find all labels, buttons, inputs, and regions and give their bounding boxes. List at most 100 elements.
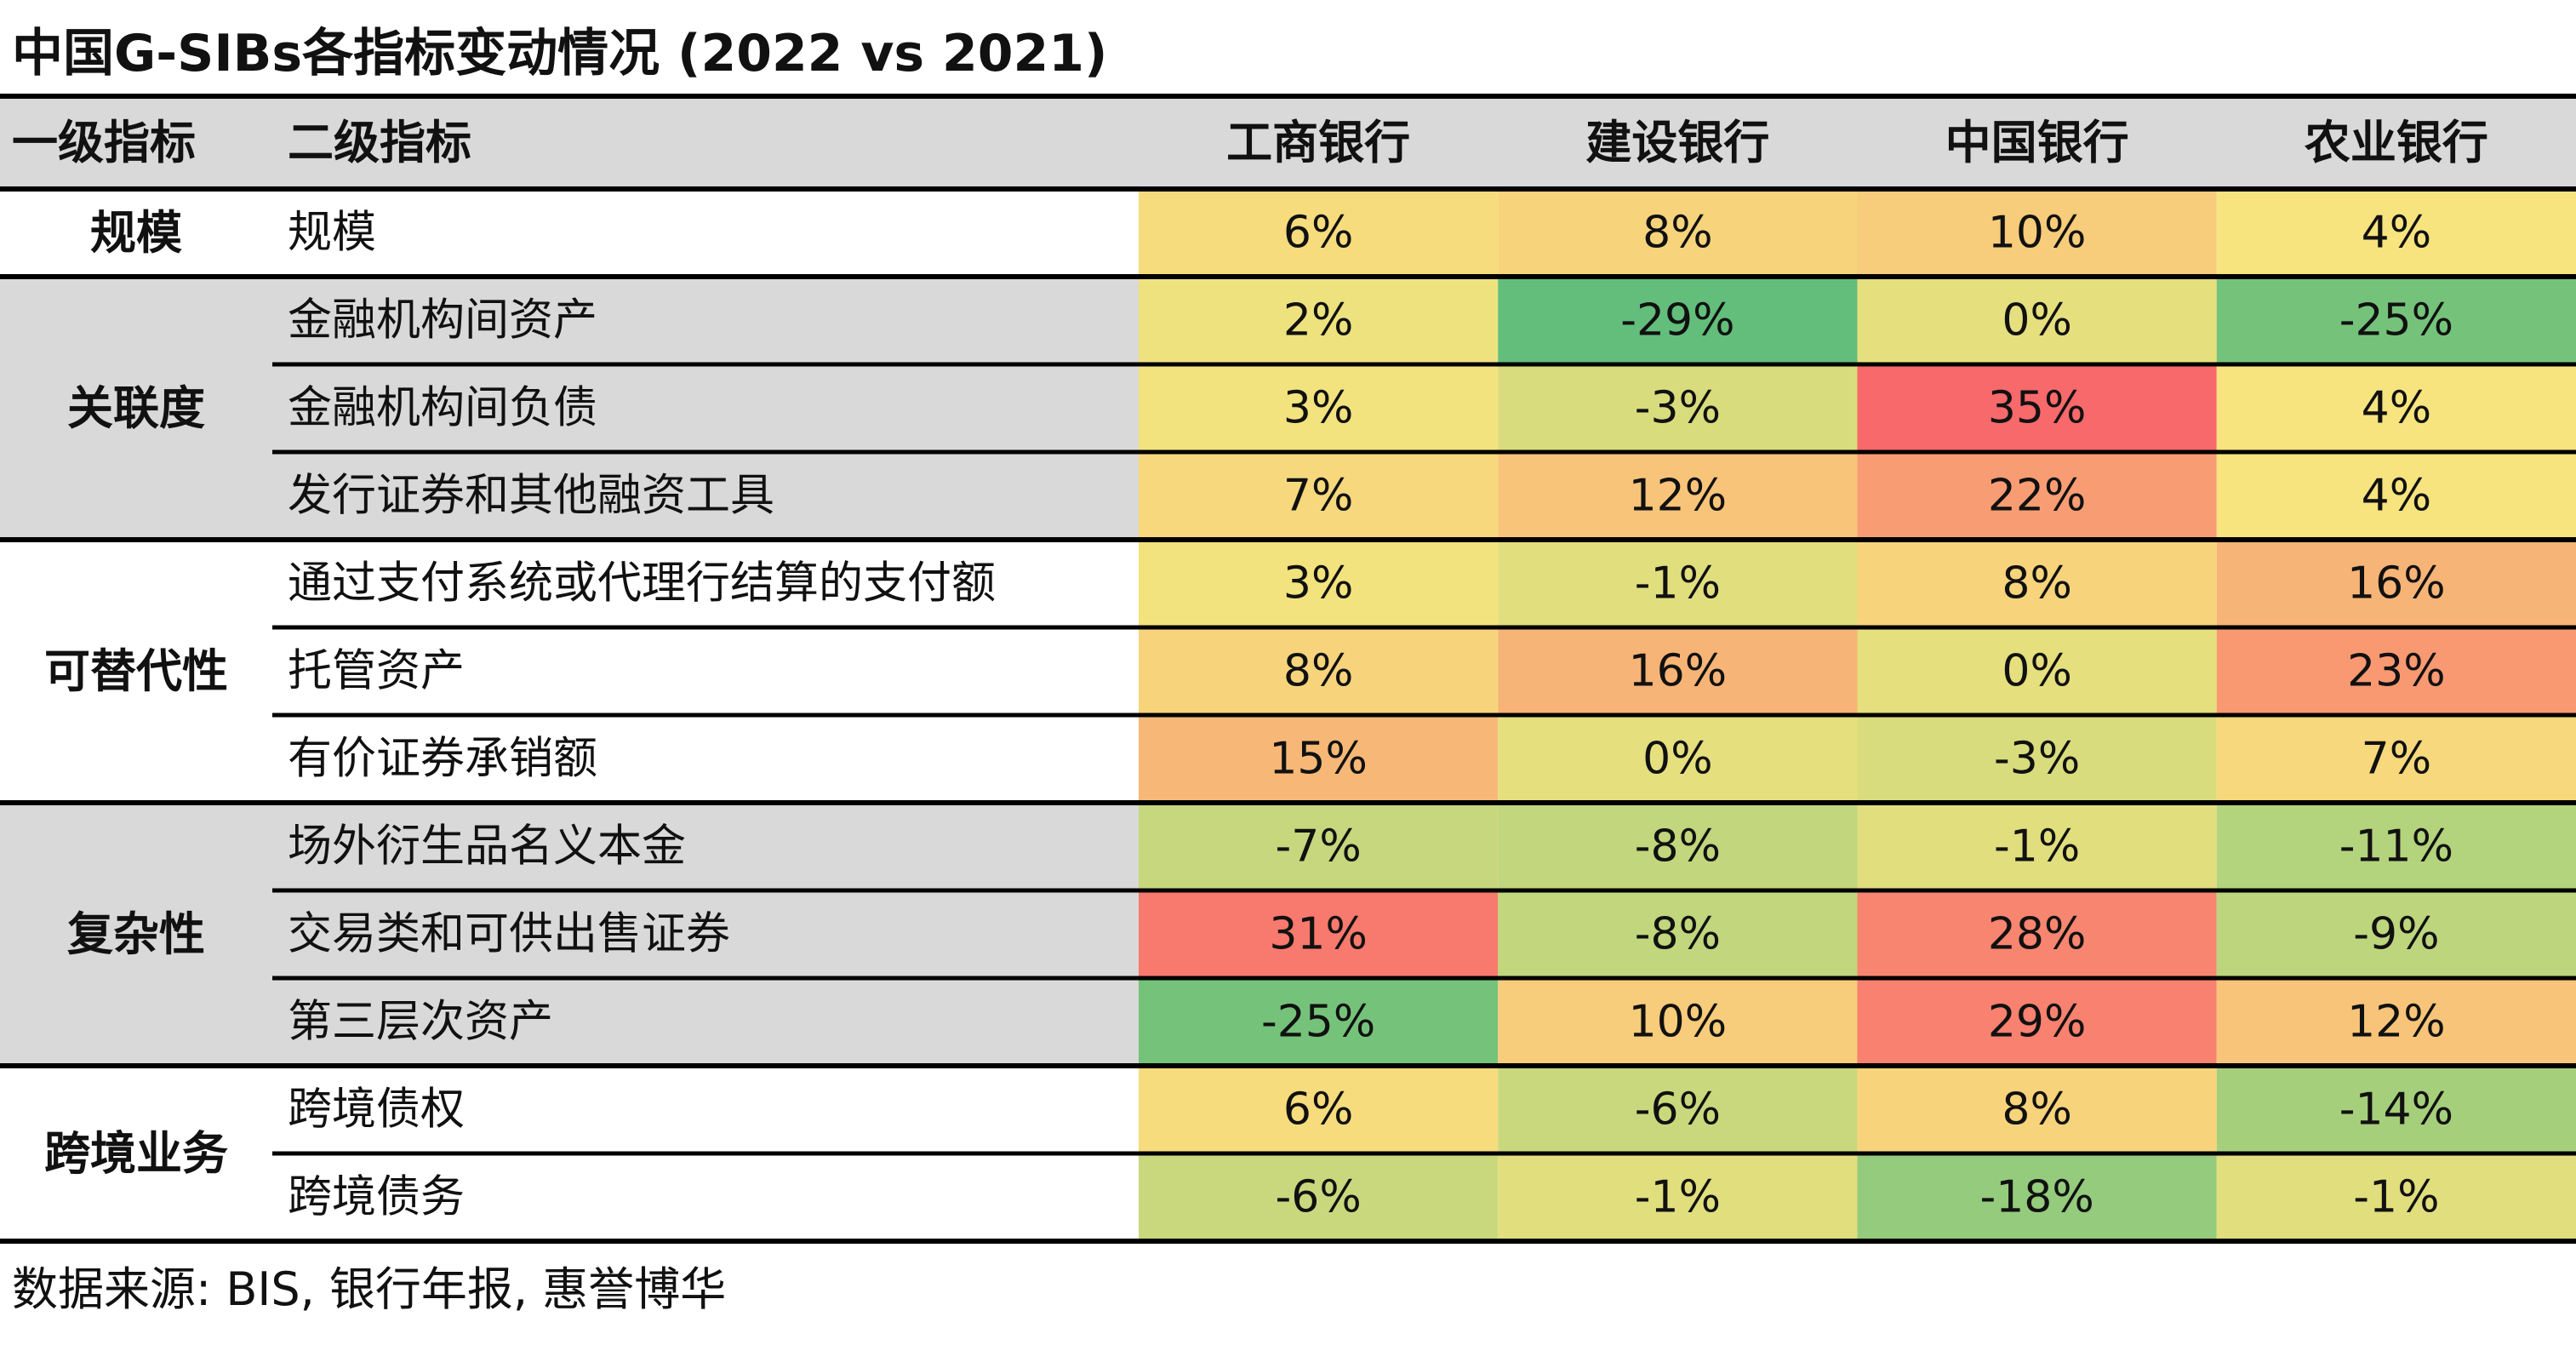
cell-value: 29%	[1988, 997, 2087, 1048]
indicator-label: 金融机构间资产	[288, 295, 597, 346]
cell-value: 35%	[1988, 383, 2087, 434]
cell-value: 3%	[1283, 383, 1354, 434]
cell-value: 7%	[2362, 734, 2432, 785]
heat-cell	[1139, 890, 1499, 978]
cell-value: -18%	[1979, 1172, 2093, 1223]
cell-value: -8%	[1635, 909, 1721, 960]
cell-value: 10%	[1988, 208, 2087, 259]
heat-cell	[1857, 540, 2217, 627]
source-note: 数据来源: BIS, 银行年报, 惠誉博华	[12, 1262, 727, 1316]
heat-cell	[1498, 452, 1858, 540]
heat-cell	[2216, 364, 2576, 452]
cell-value: -25%	[2339, 295, 2453, 346]
cell-value: -6%	[1275, 1172, 1361, 1223]
heat-cell	[1857, 364, 2217, 452]
heat-cell	[1498, 1153, 1858, 1241]
heat-cell	[2216, 540, 2576, 627]
cell-value: 22%	[1988, 471, 2087, 522]
group-background	[0, 277, 1139, 540]
heat-cell	[1498, 627, 1858, 715]
cell-value: 31%	[1269, 909, 1368, 960]
heat-cell	[1498, 1066, 1858, 1153]
cell-value: 28%	[1988, 909, 2087, 960]
heat-cell	[1498, 890, 1858, 978]
cell-value: 0%	[2002, 646, 2072, 697]
cell-value: 0%	[1642, 734, 1713, 785]
heat-cell	[2216, 890, 2576, 978]
cell-value: 2%	[1283, 295, 1354, 346]
cell-value: 4%	[2362, 208, 2432, 259]
indicator-label: 有价证券承销额	[288, 734, 597, 785]
cell-value: 3%	[1283, 558, 1354, 610]
heat-cell	[1857, 978, 2217, 1066]
heat-cell	[2216, 189, 2576, 277]
heat-cell	[1857, 890, 2217, 978]
chart-title: 中国G-SIBs各指标变动情况 (2022 vs 2021)	[12, 24, 1108, 83]
cell-value: 8%	[1642, 208, 1713, 259]
cell-value: -1%	[1635, 1172, 1721, 1223]
heat-cell	[2216, 452, 2576, 540]
heat-cell	[2216, 803, 2576, 890]
heat-cell	[1139, 1153, 1499, 1241]
cell-value: -1%	[1994, 821, 2080, 873]
group-label: 跨境业务	[44, 1127, 228, 1181]
indicator-label: 跨境债权	[288, 1085, 465, 1136]
cell-value: 16%	[1629, 646, 1728, 697]
cell-value: 0%	[2002, 295, 2072, 346]
group-background	[0, 189, 1139, 277]
cell-value: -1%	[2353, 1172, 2439, 1223]
header-bank: 中国银行	[1945, 116, 2129, 169]
group-label: 复杂性	[67, 907, 205, 961]
cell-value: 10%	[1629, 997, 1728, 1048]
cell-value: -25%	[1261, 997, 1375, 1048]
cell-value: -7%	[1275, 821, 1361, 873]
heat-cell	[1139, 364, 1499, 452]
heat-cell	[1498, 978, 1858, 1066]
heat-cell	[1498, 277, 1858, 364]
cell-value: 15%	[1269, 734, 1368, 785]
heat-cell	[1498, 540, 1858, 627]
cell-value: -8%	[1635, 821, 1721, 873]
heat-cell	[1857, 803, 2217, 890]
heat-cell	[1857, 277, 2217, 364]
heat-cell	[1139, 189, 1499, 277]
cell-value: -11%	[2339, 821, 2453, 873]
heat-cell	[1139, 627, 1499, 715]
cell-value: -3%	[1635, 383, 1721, 434]
cell-value: -1%	[1635, 558, 1721, 610]
heat-cell	[1857, 452, 2217, 540]
heat-cell	[1139, 277, 1499, 364]
heat-cell	[2216, 627, 2576, 715]
group-label: 关联度	[67, 381, 205, 435]
heat-cell	[1498, 715, 1858, 803]
heat-cell	[1139, 1066, 1499, 1153]
heat-cell	[1139, 715, 1499, 803]
indicator-label: 跨境债务	[288, 1172, 465, 1223]
indicator-label: 规模	[288, 208, 376, 259]
indicator-label: 通过支付系统或代理行结算的支付额	[288, 558, 996, 610]
cell-value: -9%	[2353, 909, 2439, 960]
header-level2: 二级指标	[288, 116, 471, 169]
header-level1: 一级指标	[12, 116, 196, 169]
cell-value: 12%	[1629, 471, 1728, 522]
cell-value: 6%	[1283, 208, 1354, 259]
heat-cell	[2216, 715, 2576, 803]
heat-cell	[1139, 540, 1499, 627]
cell-value: 8%	[2002, 558, 2072, 610]
heat-cell	[1139, 978, 1499, 1066]
indicator-label: 场外衍生品名义本金	[288, 821, 686, 873]
heat-cell	[2216, 1066, 2576, 1153]
cell-value: 4%	[2362, 471, 2432, 522]
heat-cell	[1498, 364, 1858, 452]
cell-value: -3%	[1994, 734, 2080, 785]
heat-cell	[1857, 715, 2217, 803]
cell-value: 7%	[1283, 471, 1354, 522]
heat-cell	[1498, 803, 1858, 890]
indicator-label: 金融机构间负债	[288, 383, 597, 434]
header-bank: 工商银行	[1226, 116, 1410, 169]
cell-value: 23%	[2347, 646, 2446, 697]
heat-cell	[2216, 978, 2576, 1066]
indicator-label: 托管资产	[288, 646, 465, 697]
header-bank: 农业银行	[2305, 116, 2488, 169]
